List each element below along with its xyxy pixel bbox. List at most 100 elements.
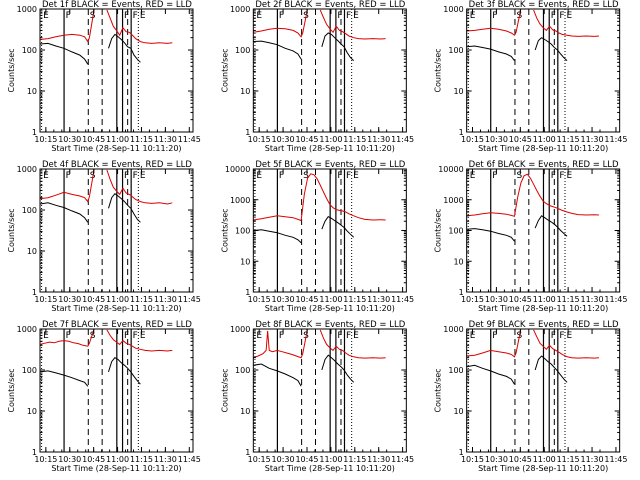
- events-series-line: [253, 363, 302, 387]
- x-tick-label: 10:30: [485, 135, 508, 144]
- x-tick-label: 11:15: [343, 455, 366, 464]
- phase-marker-label: F: [551, 331, 556, 341]
- x-tick-label: 11:45: [178, 295, 201, 304]
- phase-marker-label: E: [256, 171, 262, 181]
- y-tick-label: 10: [27, 247, 37, 256]
- lld-series-line: [533, 9, 600, 37]
- y-tick-label: 1: [245, 288, 250, 297]
- lld-series-line: [106, 9, 173, 44]
- phase-marker-label: E: [353, 11, 359, 21]
- events-series-line: [40, 202, 89, 223]
- events-series-line: [253, 229, 302, 244]
- y-tick-label: 1: [32, 448, 37, 457]
- phase-marker-label: E: [43, 11, 49, 21]
- x-tick-label: 10:30: [58, 455, 81, 464]
- y-tick-label: 10: [453, 407, 463, 416]
- x-tick-label: 11:45: [391, 295, 414, 304]
- phase-marker-label: F: [492, 171, 497, 181]
- lld-series-line: [40, 9, 95, 43]
- x-tick-label: 10:15: [461, 295, 484, 304]
- y-tick-label: 1: [245, 448, 250, 457]
- y-tick-label: 100: [448, 366, 463, 375]
- y-tick-label: 10: [453, 87, 463, 96]
- x-tick-label: 10:30: [485, 455, 508, 464]
- phase-marker-label: F: [124, 331, 129, 341]
- panel-title: Det 3f BLACK = Events, RED = LLD: [469, 0, 619, 10]
- y-tick-label: 100: [235, 227, 250, 236]
- phase-marker-label: F: [133, 171, 138, 181]
- panel-title: Det 6f BLACK = Events, RED = LLD: [469, 160, 619, 170]
- x-tick-label: 11:15: [130, 295, 153, 304]
- x-tick-label: 11:15: [343, 295, 366, 304]
- events-series-line: [466, 364, 515, 385]
- y-tick-label: 10: [27, 407, 37, 416]
- x-tick-label: 11:45: [178, 455, 201, 464]
- y-tick-label: 100: [448, 227, 463, 236]
- panel-title: Det 9f BLACK = Events, RED = LLD: [469, 320, 619, 330]
- x-tick-label: 10:45: [509, 135, 532, 144]
- events-series-line: [466, 45, 515, 61]
- y-tick-label: 10: [240, 257, 250, 266]
- x-tick-label: 10:30: [272, 455, 295, 464]
- phase-marker-label: F: [492, 331, 497, 341]
- phase-marker-label: F: [551, 11, 556, 21]
- phase-marker-label: F: [559, 331, 564, 341]
- y-tick-label: 10: [453, 257, 463, 266]
- panel-title: Det 8f BLACK = Events, RED = LLD: [255, 320, 405, 330]
- plot-frame: [466, 328, 621, 453]
- lld-series-line: [466, 173, 599, 217]
- x-tick-label: 10:15: [248, 295, 271, 304]
- y-axis-label: Counts/sec: [434, 48, 443, 92]
- x-tick-label: 11:45: [604, 295, 627, 304]
- x-tick-label: 10:45: [82, 455, 105, 464]
- y-tick-label: 1000: [17, 165, 37, 174]
- panel-title: Det 1f BLACK = Events, RED = LLD: [42, 0, 192, 10]
- phase-marker-label: E: [470, 11, 476, 21]
- x-tick-label: 11:00: [533, 455, 556, 464]
- y-axis-label: Counts/sec: [7, 48, 16, 92]
- phase-marker-label: F: [492, 11, 497, 21]
- series-group: [253, 173, 386, 244]
- x-tick-label: 10:30: [58, 295, 81, 304]
- y-tick-label: 10: [27, 87, 37, 96]
- phase-marker-label: F: [346, 11, 351, 21]
- x-tick-label: 11:00: [319, 135, 342, 144]
- x-tick-label: 10:45: [295, 295, 318, 304]
- series-group: [466, 329, 600, 385]
- y-axis-label: Counts/sec: [7, 368, 16, 412]
- x-tick-label: 11:45: [604, 135, 627, 144]
- x-tick-label: 11:15: [557, 135, 580, 144]
- x-tick-label: 11:30: [367, 295, 390, 304]
- phase-marker-label: F: [346, 171, 351, 181]
- x-tick-label: 10:30: [485, 295, 508, 304]
- x-tick-label: 11:45: [604, 455, 627, 464]
- events-series-line: [466, 228, 515, 242]
- x-tick-label: 10:45: [509, 295, 532, 304]
- phase-marker-label: E: [256, 331, 262, 341]
- phase-marker-label: F: [124, 11, 129, 21]
- phase-marker-label: F: [337, 331, 342, 341]
- events-series-line: [108, 33, 141, 63]
- phase-marker-label: E: [140, 171, 146, 181]
- x-tick-label: 11:15: [557, 295, 580, 304]
- x-tick-label: 11:00: [533, 295, 556, 304]
- phase-marker-label: F: [346, 331, 351, 341]
- x-tick-label: 10:45: [295, 135, 318, 144]
- plot-frame: [39, 328, 194, 453]
- x-tick-label: 10:15: [34, 295, 57, 304]
- phase-lines: [41, 169, 139, 292]
- x-tick-label: 10:15: [34, 455, 57, 464]
- x-axis-label: Start Time (28-Sep-11 10:11:20): [265, 144, 395, 153]
- x-tick-label: 11:30: [581, 135, 604, 144]
- series-group: [466, 173, 599, 242]
- x-tick-label: 11:45: [178, 135, 201, 144]
- y-tick-label: 10000: [225, 165, 250, 174]
- phase-marker-label: E: [353, 331, 359, 341]
- y-tick-label: 100: [22, 366, 37, 375]
- phase-marker-label: E: [43, 171, 49, 181]
- y-axis-label: Counts/sec: [220, 48, 229, 92]
- x-tick-label: 10:45: [509, 455, 532, 464]
- x-axis-label: Start Time (28-Sep-11 10:11:20): [51, 304, 181, 313]
